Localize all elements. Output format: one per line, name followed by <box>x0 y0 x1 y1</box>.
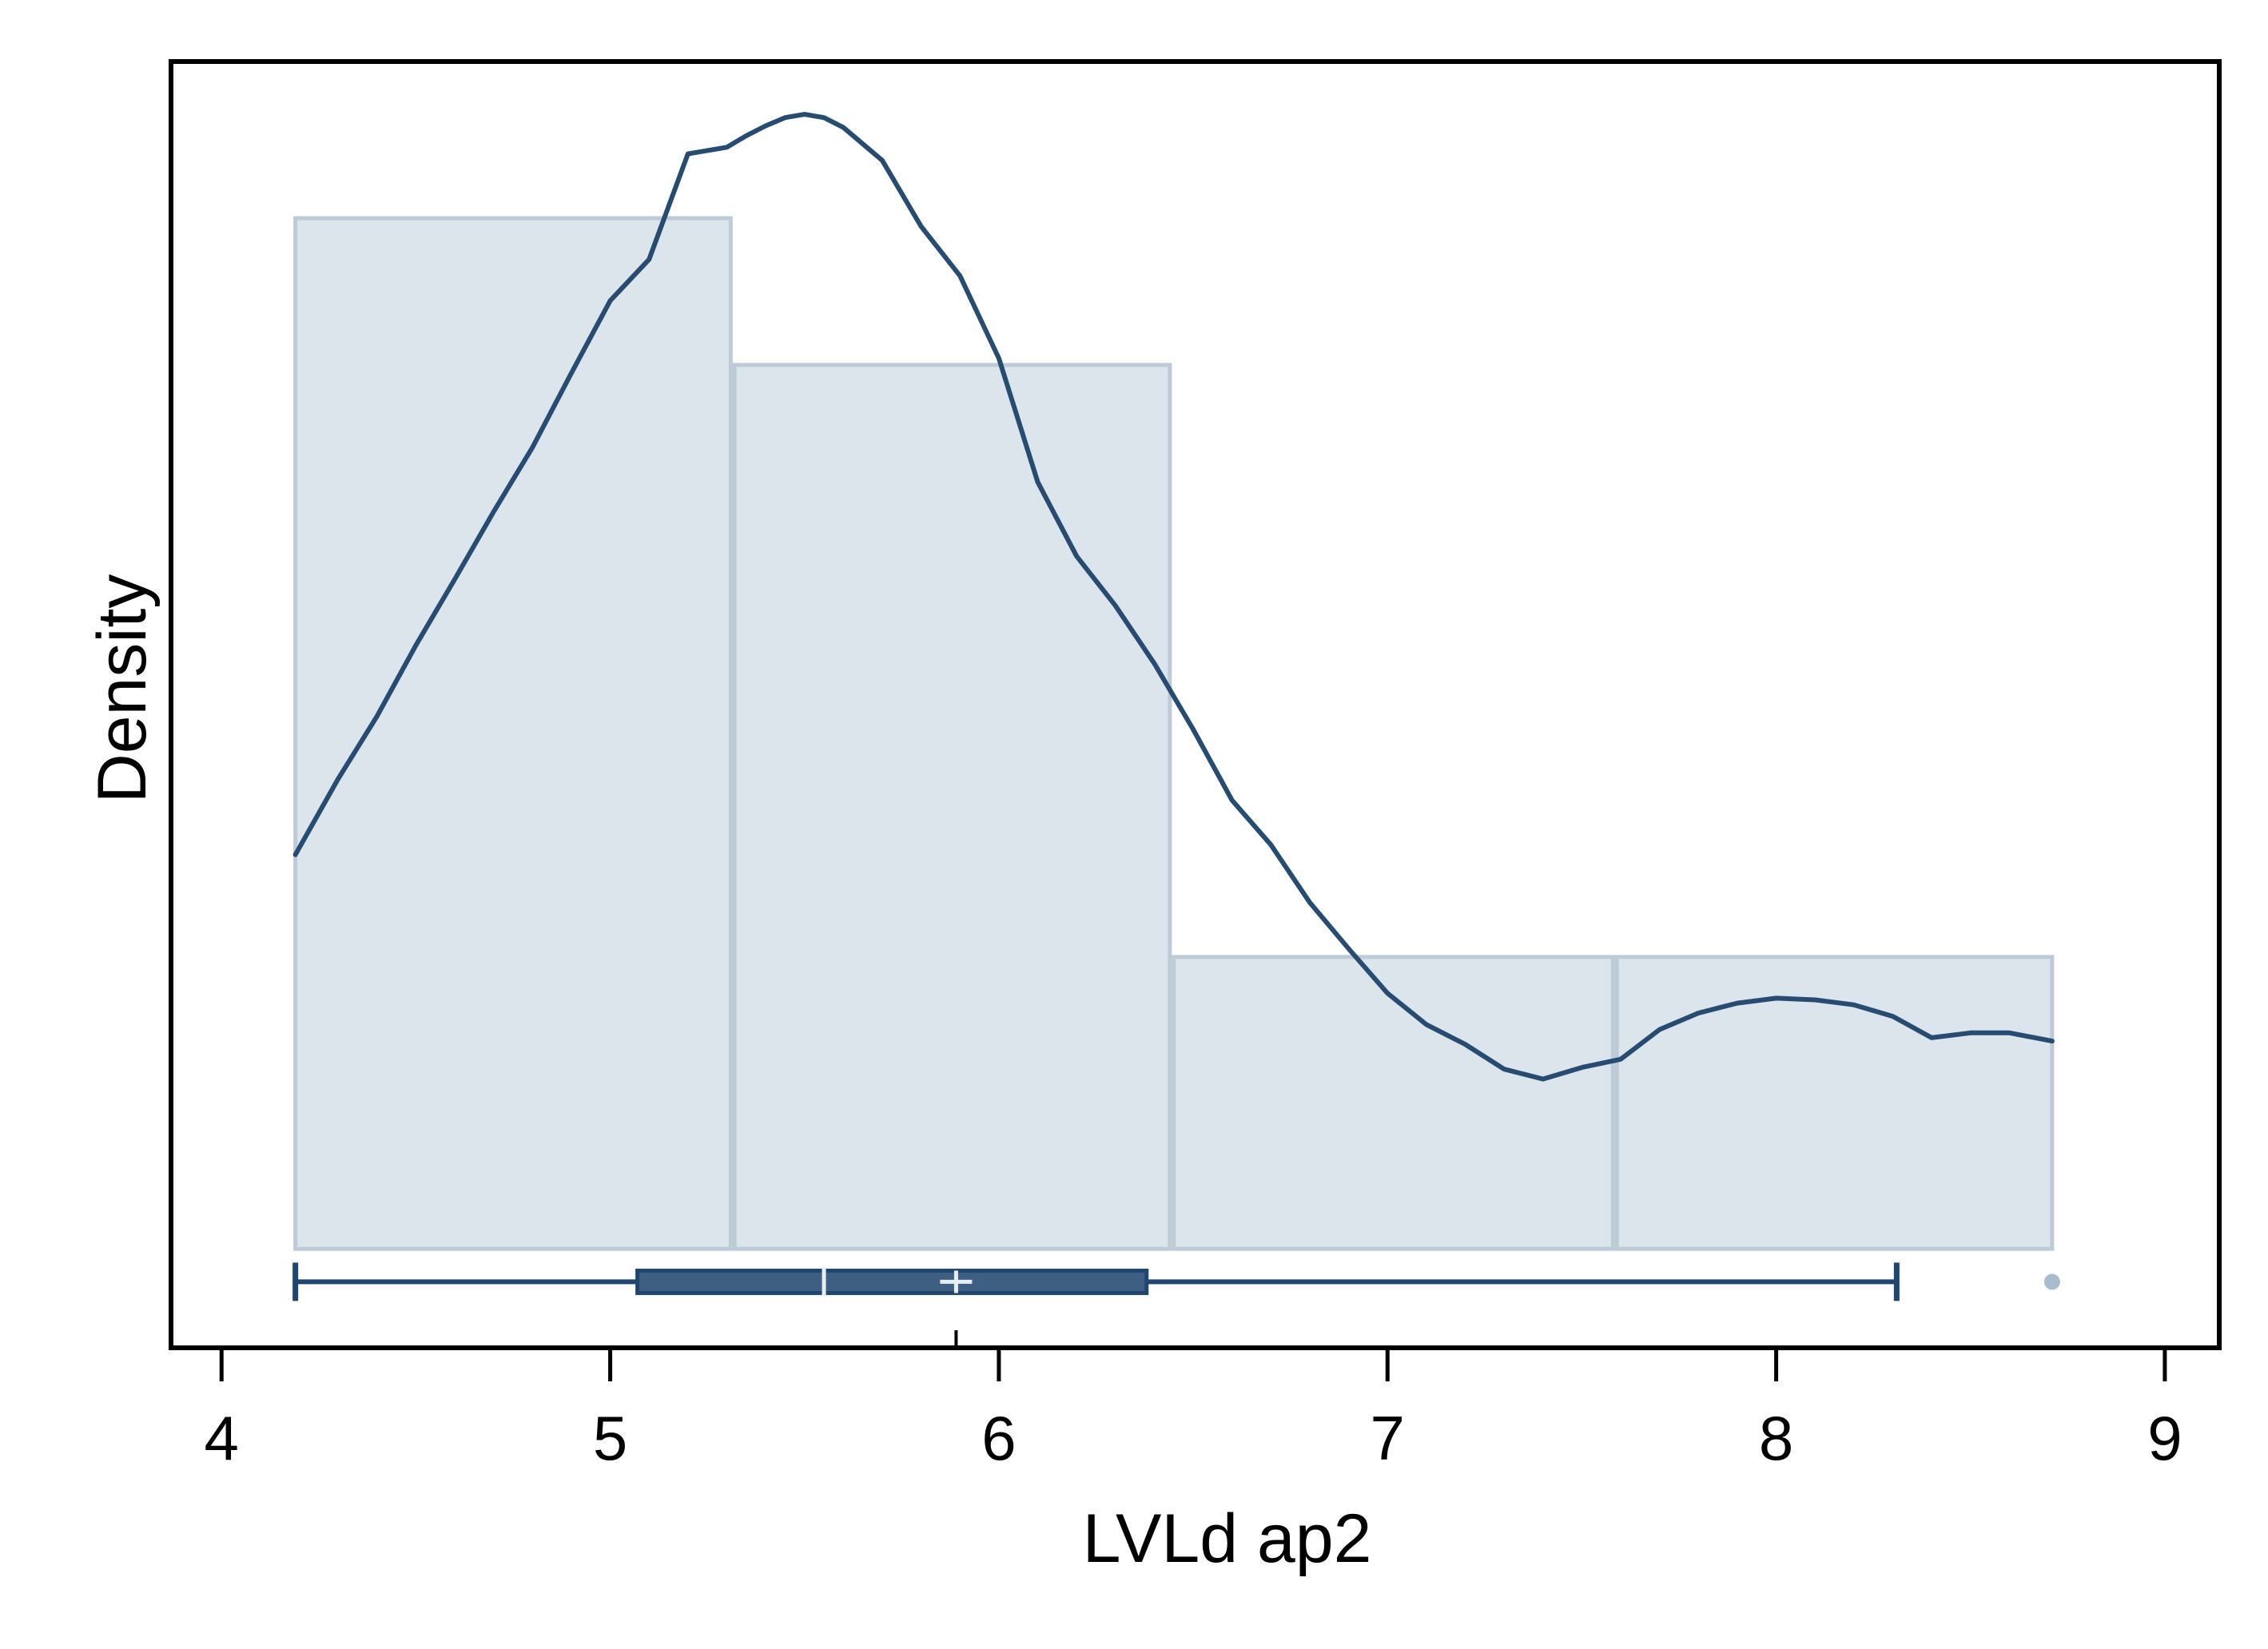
x-tick-label-4: 4 <box>205 1403 239 1473</box>
x-tick-label-9: 9 <box>2147 1403 2182 1473</box>
x-axis-title: LVLd ap2 <box>1083 1500 1372 1577</box>
x-tick-label-7: 7 <box>1371 1403 1405 1473</box>
y-axis-title: Density <box>84 574 161 804</box>
histogram-bar-4 <box>1614 955 2055 1251</box>
x-axis: 4 5 6 7 8 9 <box>205 1348 2182 1473</box>
kde-curve-layer <box>292 112 2055 1082</box>
x-tick-label-5: 5 <box>593 1403 627 1473</box>
histogram-bar-2 <box>732 363 1172 1251</box>
histogram-bar-3 <box>1172 955 1615 1251</box>
kde-curve <box>292 112 2055 1082</box>
histogram-bars <box>293 216 2055 1251</box>
boxplot-outlier-1 <box>2043 1274 2060 1290</box>
histogram-bar-1 <box>293 216 733 1251</box>
x-tick-label-8: 8 <box>1759 1403 1793 1473</box>
boxplot-box <box>635 1268 1149 1295</box>
boxplot <box>292 1262 2060 1348</box>
x-tick-label-6: 6 <box>981 1403 1016 1473</box>
